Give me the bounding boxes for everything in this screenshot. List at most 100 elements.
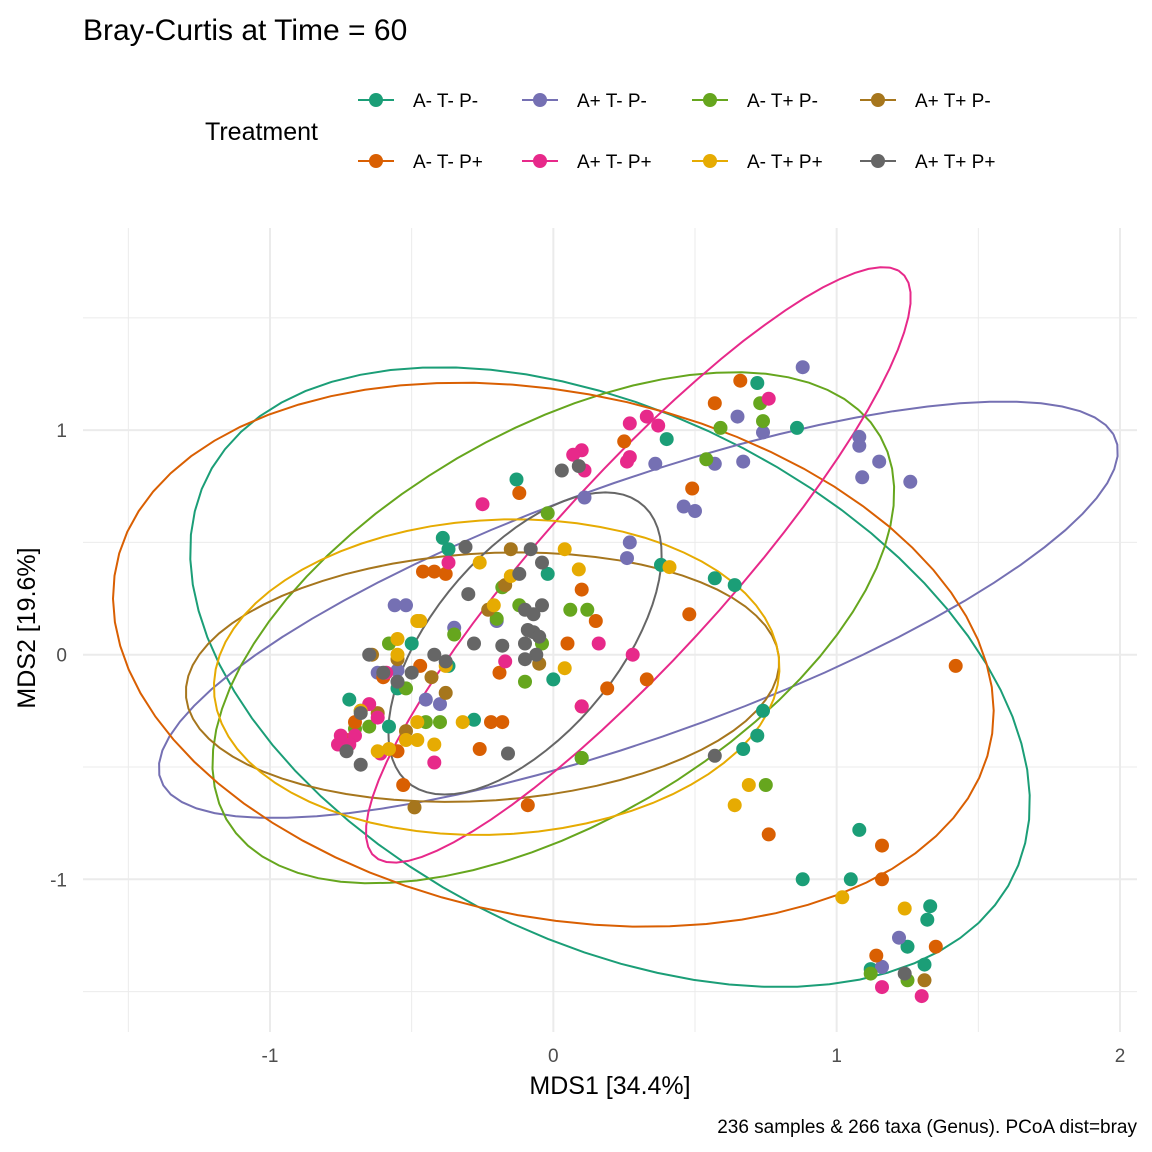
point-aminus-tplus-pminus: [756, 414, 770, 429]
point-aplus-tminus-pminus: [855, 470, 870, 485]
point-aplus-tplus-pplus: [458, 539, 473, 554]
point-aminus-tminus-pminus: [795, 872, 810, 887]
point-aminus-tminus-pplus: [761, 827, 776, 842]
legend-item-aplus-tminus-pplus: A+ T- P+: [522, 152, 652, 173]
point-aminus-tminus-pplus: [472, 742, 487, 756]
point-aplus-tminus-pplus: [761, 391, 776, 406]
legend-label: A- T- P-: [413, 91, 478, 112]
point-aminus-tplus-pplus: [370, 744, 385, 759]
point-aminus-tminus-pplus: [617, 434, 632, 449]
point-aminus-tplus-pminus: [362, 719, 377, 734]
point-aminus-tminus-pplus: [492, 665, 507, 680]
point-aminus-tplus-pplus: [486, 598, 501, 613]
point-aplus-tplus-pplus: [438, 654, 453, 669]
point-aminus-tplus-pminus: [713, 420, 728, 435]
legend-label: A+ T+ P-: [915, 91, 991, 112]
point-aminus-tminus-pminus: [467, 712, 481, 727]
point-aplus-tminus-pplus: [370, 710, 385, 725]
point-aplus-tplus-pplus: [353, 757, 368, 772]
point-aplus-tminus-pplus: [875, 980, 889, 995]
point-aplus-tplus-pplus: [523, 542, 538, 557]
point-aminus-tplus-pplus: [662, 560, 677, 575]
point-aminus-tplus-pplus: [472, 555, 487, 570]
point-aminus-tminus-pminus: [441, 542, 456, 557]
point-aplus-tplus-pplus: [467, 636, 481, 651]
point-aplus-tminus-pminus: [756, 425, 770, 440]
point-aminus-tminus-pminus: [509, 472, 524, 487]
legend-key-marker: [533, 154, 547, 168]
x-axis-label: MDS1 [34.4%]: [529, 1072, 690, 1100]
point-aplus-tminus-pminus: [903, 474, 918, 489]
legend-label: A+ T+ P+: [915, 152, 995, 173]
point-aminus-tminus-pminus: [727, 578, 742, 593]
point-aplus-tplus-pplus: [353, 706, 368, 721]
ellipse-aplus-tplus-pminus: [185, 551, 780, 803]
data-points: [331, 360, 963, 1004]
legend-key-marker: [871, 93, 885, 107]
ellipse-aplus-tplus-pplus: [387, 491, 663, 796]
point-aminus-tminus-pplus: [733, 373, 748, 388]
point-aminus-tminus-pminus: [852, 822, 867, 837]
point-aplus-tminus-pplus: [333, 728, 348, 743]
point-aminus-tplus-pplus: [835, 890, 850, 905]
point-aminus-tplus-pplus: [390, 632, 405, 646]
point-aplus-tplus-pplus: [427, 647, 442, 662]
point-aminus-tplus-pminus: [758, 778, 773, 792]
point-aminus-tminus-pplus: [484, 715, 498, 730]
x-tick-label: 2: [1115, 1046, 1126, 1067]
point-aplus-tplus-pplus: [897, 966, 912, 981]
legend-key-marker: [703, 154, 717, 168]
point-aminus-tminus-pplus: [427, 564, 442, 579]
point-aplus-tplus-pplus: [339, 744, 354, 759]
point-aminus-tplus-pminus: [489, 611, 504, 626]
point-aminus-tminus-pminus: [736, 742, 751, 756]
y-tick-label: 1: [56, 421, 67, 442]
point-aminus-tminus-pplus: [682, 607, 697, 622]
point-aplus-tplus-pplus: [501, 746, 515, 761]
confidence-ellipses: [111, 266, 1119, 988]
point-aplus-tplus-pplus: [532, 629, 547, 644]
legend-label: A+ T- P-: [577, 91, 647, 112]
point-aplus-tplus-pminus: [438, 685, 453, 700]
point-aminus-tminus-pminus: [750, 728, 765, 743]
point-aminus-tplus-pplus: [897, 901, 912, 916]
x-tick-label: 1: [831, 1046, 842, 1067]
point-aminus-tminus-pminus: [435, 530, 450, 545]
point-aplus-tplus-pplus: [518, 602, 532, 617]
point-aminus-tplus-pminus: [433, 715, 447, 730]
point-aplus-tplus-pplus: [518, 636, 532, 651]
legend-label: A+ T- P+: [577, 152, 652, 173]
point-aplus-tplus-pplus: [461, 587, 476, 602]
point-aminus-tplus-pplus: [455, 715, 470, 730]
point-aplus-tminus-pminus: [892, 930, 906, 945]
point-aplus-tminus-pminus: [577, 490, 592, 505]
point-aplus-tminus-pminus: [730, 409, 745, 424]
ellipse-aminus-tminus-pminus: [189, 366, 1031, 988]
legend-item-aminus-tplus-pplus: A- T+ P+: [692, 152, 823, 173]
point-aplus-tminus-pplus: [625, 647, 640, 662]
point-aminus-tminus-pminus: [920, 912, 935, 927]
point-aminus-tminus-pplus: [875, 872, 889, 887]
ellipse-aminus-tplus-pplus: [212, 518, 781, 836]
point-aplus-tminus-pminus: [648, 456, 663, 471]
ellipse-aplus-tminus-pminus: [158, 400, 1119, 819]
point-aminus-tplus-pminus: [863, 966, 878, 981]
point-aminus-tminus-pplus: [416, 564, 430, 579]
ellipse-aplus-tminus-pplus: [365, 266, 912, 864]
point-aminus-tminus-pminus: [540, 566, 555, 581]
point-aminus-tplus-pminus: [518, 674, 532, 689]
point-aplus-tplus-pplus: [518, 652, 532, 667]
point-aminus-tplus-pplus: [741, 778, 756, 792]
y-tick-label: -1: [50, 870, 67, 891]
point-aminus-tplus-pminus: [574, 751, 589, 765]
point-aminus-tplus-pplus: [557, 661, 572, 676]
point-aminus-tminus-pplus: [685, 481, 700, 496]
point-aplus-tminus-pminus: [433, 697, 447, 712]
point-aplus-tplus-pplus: [535, 555, 549, 570]
legend-item-aminus-tminus-pplus: A- T- P+: [358, 152, 483, 173]
point-aminus-tplus-pplus: [727, 798, 742, 813]
x-tick-label: -1: [262, 1046, 279, 1067]
point-aminus-tplus-pminus: [563, 602, 578, 617]
point-aplus-tplus-pplus: [554, 463, 569, 478]
point-aminus-tminus-pminus: [923, 899, 938, 914]
